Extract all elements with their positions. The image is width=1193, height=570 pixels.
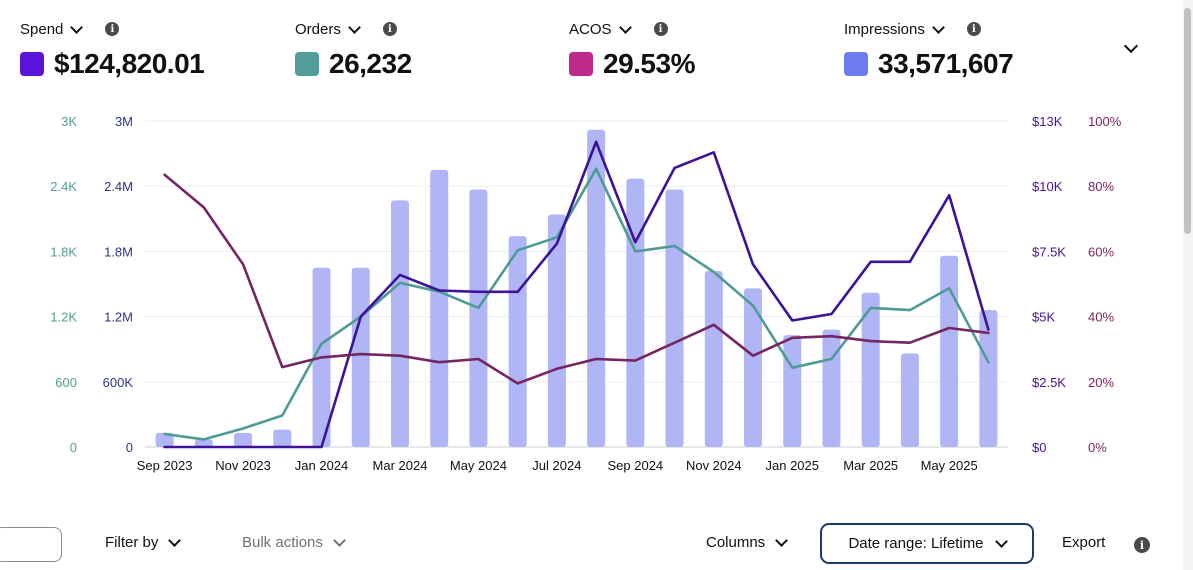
impressions-bar <box>587 129 606 447</box>
acos-axis-tick-label: 0% <box>1088 440 1107 455</box>
impressions-bar <box>940 255 959 447</box>
impressions-axis-tick-label: 2.4M <box>104 179 133 194</box>
info-icon[interactable]: i <box>105 22 120 36</box>
spend-axis-tick-label: $0 <box>1032 440 1046 455</box>
impressions-bar <box>547 214 566 447</box>
impressions-bar <box>390 200 409 447</box>
impressions-axis-tick-label: 1.2M <box>104 310 133 325</box>
info-icon[interactable]: i <box>1134 537 1150 553</box>
x-axis-tick-label: Sep 2023 <box>137 458 193 473</box>
metric-label: ACOS <box>569 20 612 38</box>
impressions-bar <box>351 267 370 447</box>
acos-axis-tick-label: 80% <box>1088 179 1114 194</box>
search-input[interactable] <box>0 527 62 562</box>
scrollbar-thumb[interactable] <box>1184 8 1191 234</box>
impressions-bar <box>665 189 684 447</box>
acos-axis-tick-label: 40% <box>1088 310 1114 325</box>
chevron-down-icon <box>775 534 789 547</box>
x-axis-tick-label: Jan 2025 <box>766 458 820 473</box>
spend-axis-tick-label: $2.5K <box>1032 375 1066 390</box>
metric-impressions[interactable]: Impressions i 33,571,607 <box>844 18 1014 80</box>
x-axis-tick-label: May 2025 <box>921 458 978 473</box>
metric-spend[interactable]: Spend i $124,820.01 <box>20 18 205 80</box>
metric-value: $124,820.01 <box>54 48 205 79</box>
spend-axis-tick-label: $13K <box>1032 114 1063 129</box>
chevron-down-icon <box>994 535 1008 548</box>
date-range-label: Date range: Lifetime <box>848 535 984 552</box>
info-icon[interactable]: i <box>653 22 668 36</box>
x-axis-tick-label: Nov 2024 <box>686 458 742 473</box>
orders-axis-tick-label: 0 <box>70 440 77 455</box>
impressions-bar <box>430 169 449 447</box>
impressions-axis-tick-label: 600K <box>103 375 134 390</box>
metric-value: 29.53% <box>603 48 695 79</box>
x-axis-tick-label: Sep 2024 <box>608 458 664 473</box>
spend-axis-tick-label: $5K <box>1032 310 1055 325</box>
acos-axis-tick-label: 20% <box>1088 375 1114 390</box>
metric-color-swatch[interactable] <box>20 52 44 76</box>
metric-label: Spend <box>20 20 64 38</box>
columns-label: Columns <box>706 534 766 551</box>
impressions-bar <box>155 432 174 447</box>
impressions-bar <box>900 353 919 447</box>
acos-axis-tick-label: 100% <box>1088 114 1122 129</box>
bulk-actions-label: Bulk actions <box>242 534 323 551</box>
impressions-axis-tick-label: 3M <box>115 114 133 129</box>
x-axis-tick-label: Mar 2024 <box>373 458 428 473</box>
metric-color-swatch[interactable] <box>844 52 868 76</box>
impressions-bar <box>626 178 645 448</box>
metric-value: 33,571,607 <box>878 48 1014 79</box>
impressions-axis-tick-label: 1.8M <box>104 244 133 259</box>
metric-label: Orders <box>295 20 341 38</box>
impressions-bar <box>194 439 213 447</box>
metric-acos[interactable]: ACOS i 29.53% <box>569 18 695 80</box>
bulk-actions-button[interactable]: Bulk actions <box>242 534 346 551</box>
impressions-bar <box>979 310 998 447</box>
impressions-bar <box>704 270 723 447</box>
filter-by-label: Filter by <box>105 534 159 551</box>
x-axis-tick-label: Mar 2025 <box>843 458 898 473</box>
orders-axis-tick-label: 3K <box>61 114 77 129</box>
impressions-axis-tick-label: 0 <box>126 440 133 455</box>
metric-orders[interactable]: Orders i 26,232 <box>295 18 412 80</box>
metric-color-swatch[interactable] <box>295 52 319 76</box>
columns-button[interactable]: Columns <box>706 534 789 551</box>
orders-axis-tick-label: 2.4K <box>50 179 77 194</box>
chevron-down-icon <box>168 534 182 547</box>
impressions-bar <box>273 429 292 447</box>
orders-axis-tick-label: 1.2K <box>50 310 77 325</box>
chevron-down-icon <box>333 534 346 547</box>
impressions-bar <box>234 432 253 447</box>
metric-color-swatch[interactable] <box>569 52 593 76</box>
x-axis-tick-label: Jan 2024 <box>295 458 349 473</box>
x-axis-tick-label: May 2024 <box>450 458 507 473</box>
orders-line <box>163 167 990 441</box>
date-range-button[interactable]: Date range: Lifetime <box>820 523 1034 564</box>
acos-line <box>163 173 990 385</box>
impressions-bar <box>822 329 841 447</box>
filter-by-button[interactable]: Filter by <box>105 534 182 551</box>
spend-line <box>163 140 990 449</box>
impressions-bar <box>783 335 802 447</box>
impressions-bar <box>861 292 880 447</box>
metric-value: 26,232 <box>329 48 412 79</box>
export-button[interactable]: Export <box>1062 534 1105 551</box>
impressions-bar <box>744 288 763 447</box>
scrollbar[interactable] <box>1183 0 1193 570</box>
x-axis-tick-label: Nov 2023 <box>215 458 271 473</box>
info-icon[interactable]: i <box>966 22 981 36</box>
orders-axis-tick-label: 600 <box>55 375 77 390</box>
impressions-bar <box>508 236 527 447</box>
acos-axis-tick-label: 60% <box>1088 244 1114 259</box>
spend-axis-tick-label: $10K <box>1032 179 1063 194</box>
metric-label: Impressions <box>844 20 925 38</box>
x-axis-tick-label: Jul 2024 <box>532 458 581 473</box>
performance-chart: 0 600 1.2K 1.8K 2.4K 3K 0 600K 1.2M 1.8M 2.4M 3M $0 $… <box>50 114 1122 473</box>
info-icon[interactable]: i <box>382 22 397 36</box>
export-label: Export <box>1062 534 1106 551</box>
spend-axis-tick-label: $7.5K <box>1032 244 1066 259</box>
impressions-bar <box>469 189 488 447</box>
orders-axis-tick-label: 1.8K <box>50 244 77 259</box>
